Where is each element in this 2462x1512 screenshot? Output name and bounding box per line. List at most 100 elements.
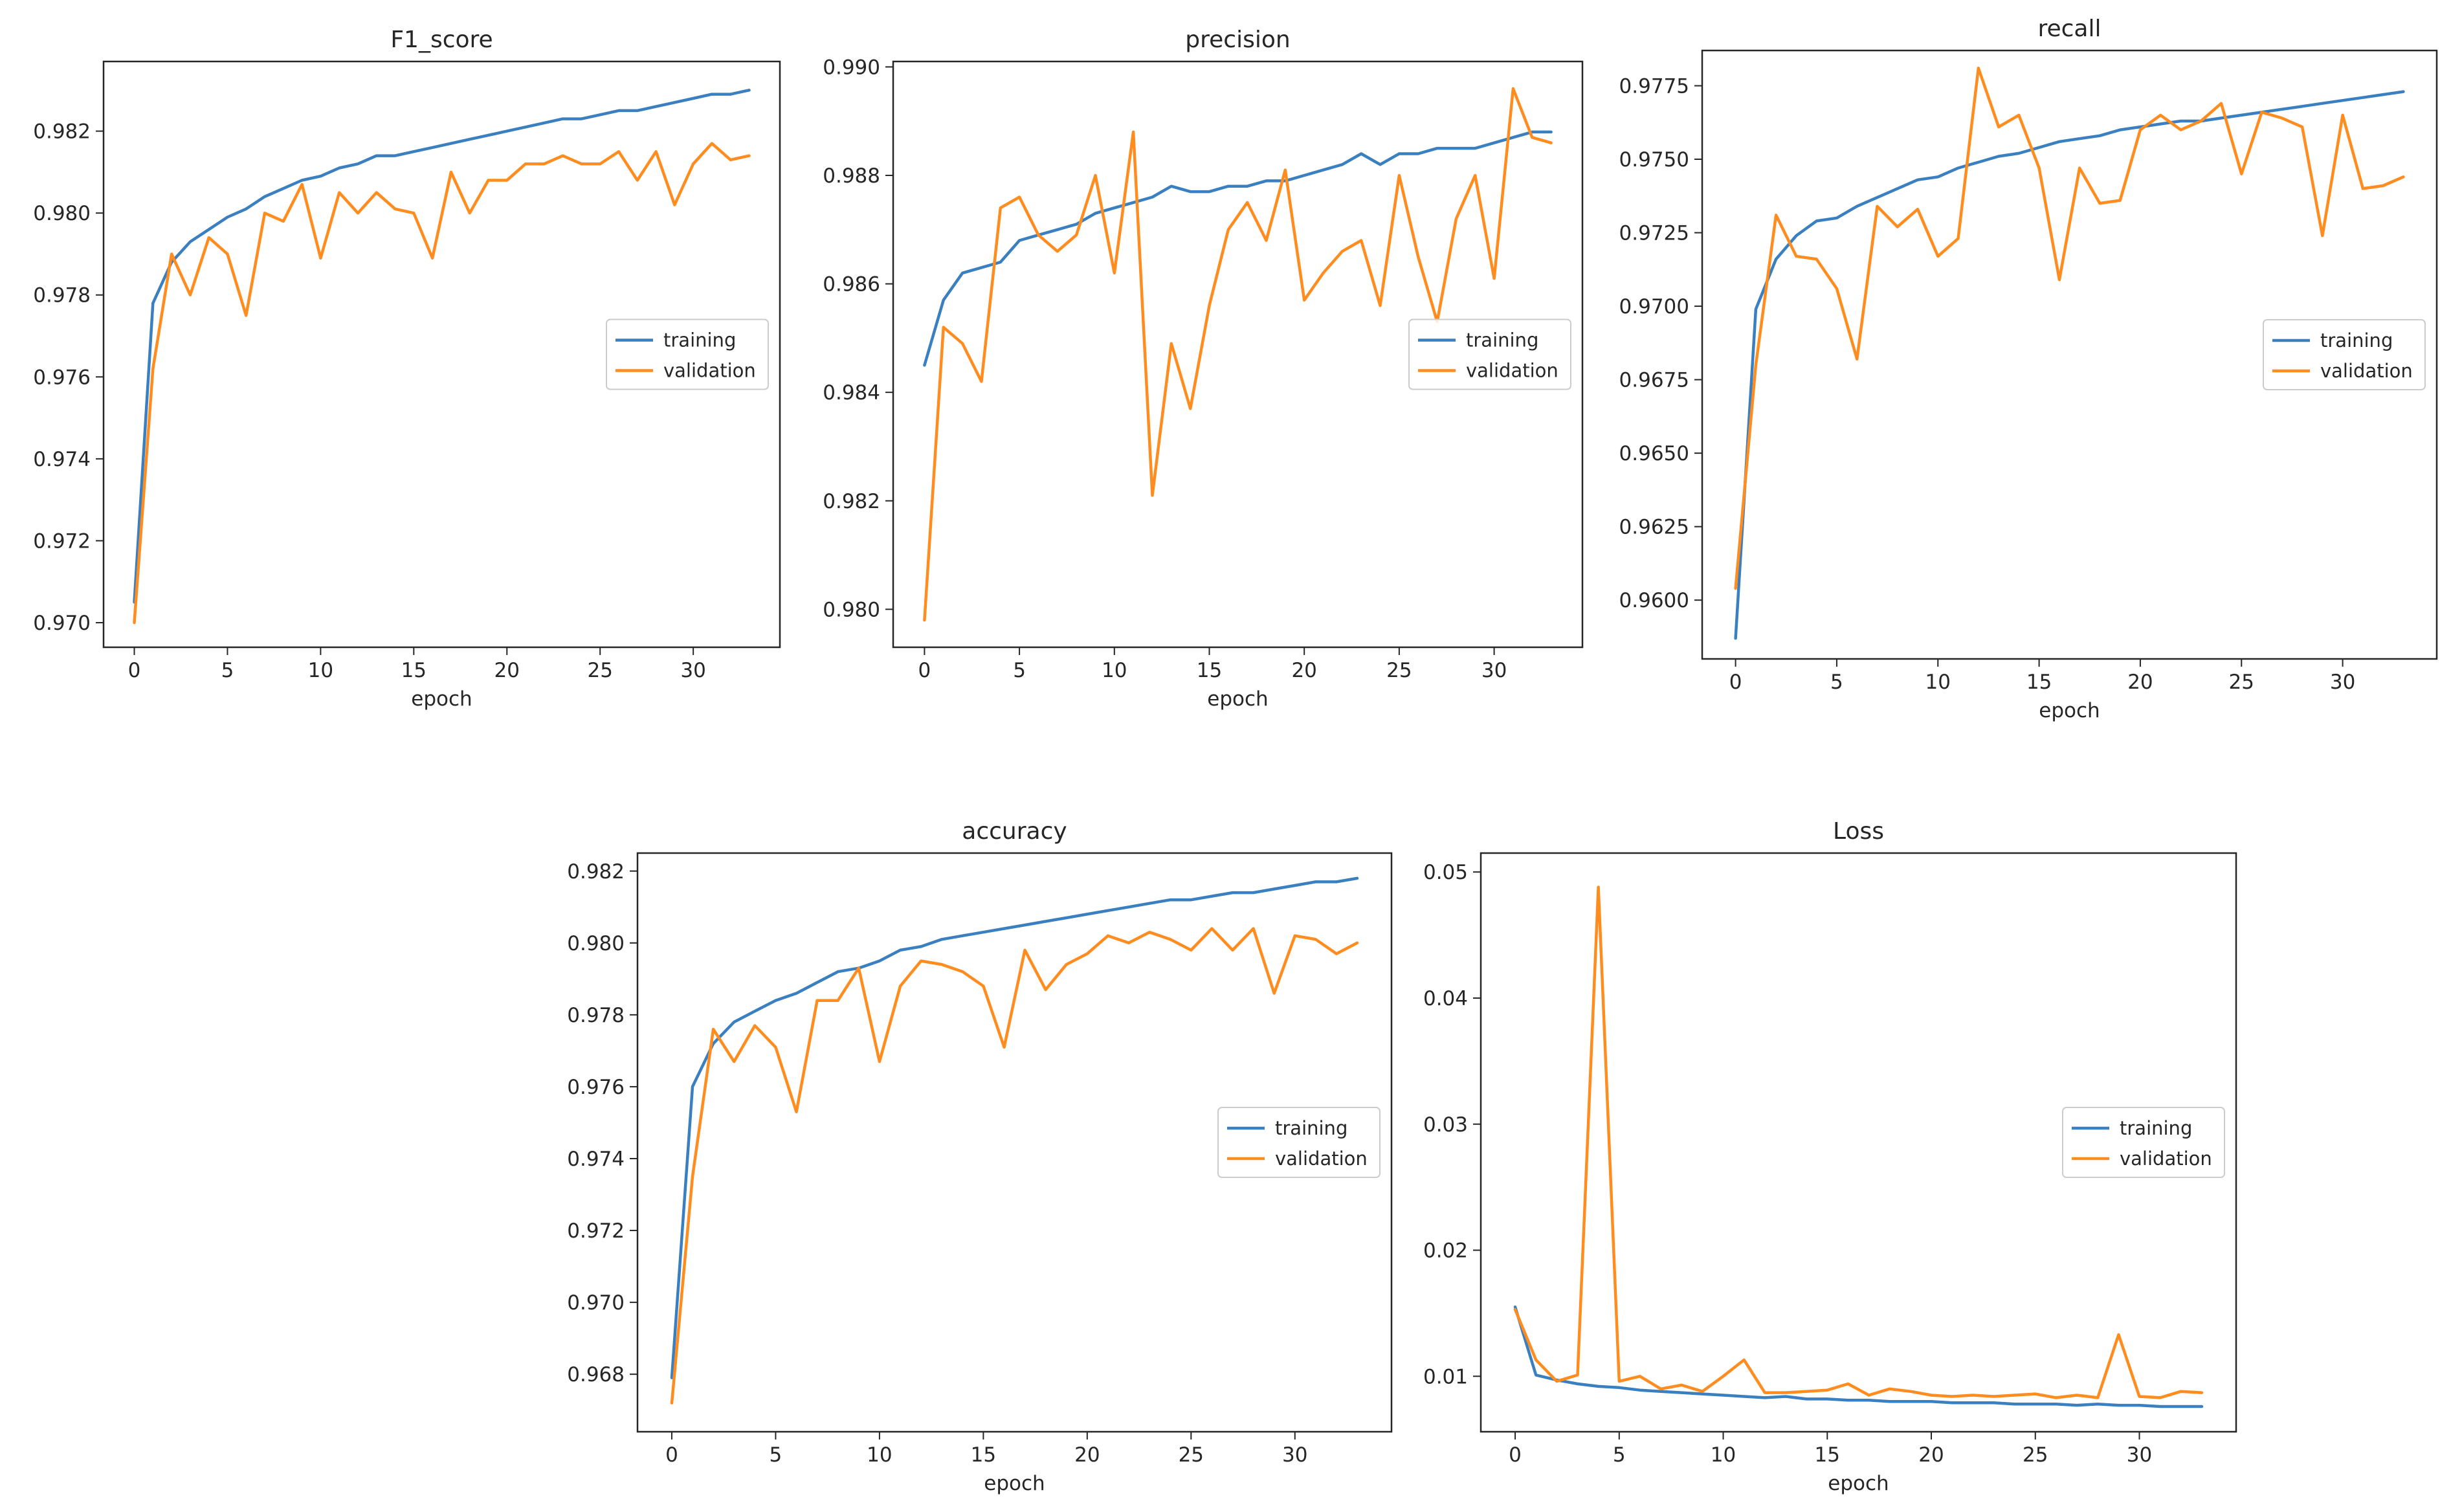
loss-chart: Loss 0 5 10 15 20 25 30 0.01 0.02 0.03 0.04 0.05 epoc…: [1423, 818, 2237, 1495]
plot-frame: [102, 60, 781, 649]
legend: training validation: [2062, 1107, 2225, 1178]
y-tick-label: 0.980: [33, 202, 91, 225]
y-tick-label: 0.9750: [1619, 148, 1689, 172]
precision-chart: precision 0 5 10 15 20 25 30 0.980 0.982 0.984 0.98…: [823, 27, 1584, 711]
f1-score-chart: F1_score 0 5 10 15 20 25 30 0.970 0.972 0.974 0.976…: [33, 27, 781, 711]
x-tick-label: 5: [770, 1443, 782, 1467]
x-tick-label: 30: [680, 659, 705, 682]
series-line-validation: [1513, 885, 2204, 1399]
plot-frame: [636, 852, 1393, 1433]
y-tick-label: 0.988: [823, 164, 880, 188]
chart-title: precision: [1185, 27, 1290, 53]
x-tick-label: 20: [1291, 659, 1316, 682]
x-axis-label: epoch: [1207, 687, 1268, 711]
y-tick-label: 0.970: [567, 1291, 625, 1315]
y-tick-label: 0.982: [567, 860, 625, 884]
y-tick-label: 0.986: [823, 273, 880, 296]
y-tick-label: 0.968: [567, 1363, 625, 1386]
x-tick-label: 30: [2127, 1443, 2152, 1467]
x-tick-label: 20: [1074, 1443, 1100, 1467]
x-axis-label: epoch: [984, 1472, 1045, 1495]
y-tick-label: 0.990: [823, 56, 880, 79]
x-axis-label: epoch: [411, 687, 472, 711]
x-tick-label: 25: [1386, 659, 1412, 682]
chart-title: F1_score: [390, 27, 493, 53]
y-tick-label: 0.02: [1423, 1240, 1468, 1263]
series-line-training: [133, 89, 751, 604]
series-line-validation: [133, 142, 751, 625]
x-tick-label: 30: [2330, 671, 2355, 694]
series-line-validation: [1734, 66, 2405, 590]
series-line-validation: [923, 87, 1553, 622]
x-tick-label: 10: [1711, 1443, 1736, 1467]
legend-label-validation: validation: [1466, 360, 1558, 382]
x-axis-label: epoch: [1828, 1472, 1889, 1495]
y-tick-label: 0.9650: [1619, 442, 1689, 465]
chart-title: Loss: [1833, 818, 1884, 845]
y-tick-label: 0.976: [33, 366, 91, 389]
y-tick-label: 0.01: [1423, 1365, 1468, 1388]
legend: training validation: [1408, 318, 1571, 390]
legend-label-training: training: [663, 329, 736, 351]
y-tick-label: 0.03: [1423, 1113, 1468, 1137]
y-tick-label: 0.982: [823, 490, 880, 513]
x-tick-label: 5: [221, 659, 234, 682]
y-tick-label: 0.976: [567, 1076, 625, 1099]
series-line-training: [1513, 1305, 2204, 1408]
y-tick-label: 0.980: [567, 932, 625, 955]
legend: training validation: [2263, 319, 2426, 390]
x-tick-label: 25: [587, 659, 612, 682]
y-tick-label: 0.974: [33, 448, 91, 471]
y-tick-label: 0.9675: [1619, 369, 1689, 392]
chart-title: recall: [2037, 16, 2101, 42]
legend-label-training: training: [2120, 1117, 2192, 1139]
x-tick-label: 5: [1613, 1443, 1626, 1467]
x-tick-label: 20: [1918, 1443, 1944, 1467]
x-tick-label: 0: [665, 1443, 678, 1467]
y-tick-label: 0.984: [823, 381, 880, 405]
legend: training validation: [1217, 1107, 1381, 1178]
legend-label-validation: validation: [1275, 1148, 1368, 1170]
x-tick-label: 15: [971, 1443, 996, 1467]
series-line-training: [923, 130, 1553, 367]
y-tick-label: 0.9625: [1619, 516, 1689, 539]
x-tick-label: 25: [2023, 1443, 2048, 1467]
x-tick-label: 0: [1509, 1443, 1522, 1467]
plot-frame: [1701, 49, 2438, 660]
legend-label-training: training: [2320, 329, 2393, 351]
accuracy-chart: accuracy 0 5 10 15 20 25 30 0.968 0.970 0.972 0.974…: [567, 818, 1393, 1495]
recall-chart: recall 0 5 10 15 20 25 30 0.9600 0.9625 0.9650 0.96…: [1619, 16, 2438, 722]
y-tick-label: 0.980: [823, 598, 880, 621]
y-tick-label: 0.04: [1423, 987, 1468, 1010]
legend-label-validation: validation: [2320, 360, 2413, 382]
x-tick-label: 10: [308, 659, 333, 682]
x-tick-label: 15: [2026, 671, 2052, 694]
y-tick-label: 0.982: [33, 120, 91, 144]
y-tick-label: 0.978: [33, 284, 91, 307]
x-tick-label: 25: [1179, 1443, 1204, 1467]
x-tick-label: 0: [128, 659, 141, 682]
x-tick-label: 0: [918, 659, 931, 682]
y-tick-label: 0.9725: [1619, 222, 1689, 245]
legend-label-training: training: [1466, 329, 1538, 351]
x-tick-label: 15: [1197, 659, 1222, 682]
x-tick-label: 5: [1013, 659, 1026, 682]
y-tick-label: 0.970: [33, 612, 91, 635]
y-tick-label: 0.05: [1423, 861, 1468, 884]
x-tick-label: 30: [1481, 659, 1507, 682]
legend-label-training: training: [1275, 1117, 1347, 1139]
y-tick-label: 0.9700: [1619, 295, 1689, 318]
x-tick-label: 10: [1102, 659, 1127, 682]
x-tick-label: 30: [1282, 1443, 1307, 1467]
x-tick-label: 5: [1830, 671, 1843, 694]
series-line-training: [670, 876, 1359, 1379]
chart-title: accuracy: [962, 818, 1067, 845]
x-tick-label: 25: [2229, 671, 2254, 694]
series-line-training: [1734, 90, 2405, 640]
y-tick-label: 0.972: [567, 1219, 625, 1243]
y-tick-label: 0.978: [567, 1004, 625, 1027]
x-tick-label: 10: [1925, 671, 1951, 694]
legend: training validation: [606, 318, 769, 390]
x-tick-label: 0: [1729, 671, 1742, 694]
